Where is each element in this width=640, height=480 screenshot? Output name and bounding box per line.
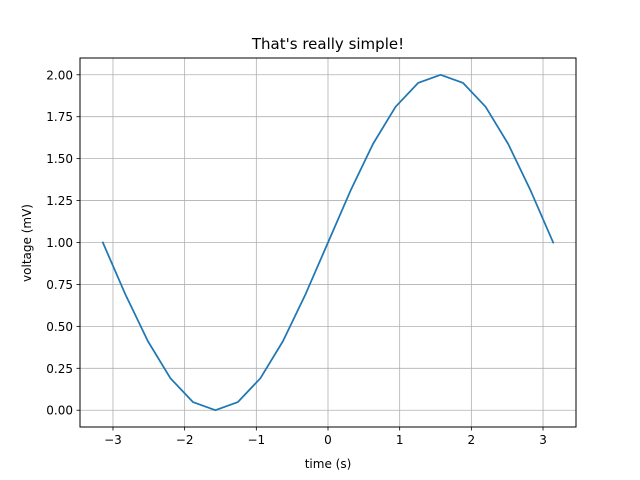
- x-tick-label: −1: [247, 433, 265, 447]
- y-tick-label: 1.00: [46, 236, 73, 250]
- chart-title: That's really simple!: [251, 35, 404, 53]
- y-tick-label: 2.00: [46, 68, 73, 82]
- x-tick-label: 0: [324, 433, 332, 447]
- y-tick-label: 1.50: [46, 152, 73, 166]
- grid: [80, 58, 576, 427]
- x-tick-label: −3: [104, 433, 122, 447]
- y-tick-label: 1.75: [46, 110, 73, 124]
- y-tick-label: 1.25: [46, 194, 73, 208]
- y-tick-label: 0.50: [46, 320, 73, 334]
- y-tick-label: 0.00: [46, 404, 73, 418]
- x-tick-label: 3: [539, 433, 547, 447]
- ticks: −3 −2 −1 0 1 2 3 0.00 0.25 0.50 0.75 1.00 1.25 1.50 1.…: [46, 68, 547, 447]
- x-tick-label: 2: [468, 433, 476, 447]
- y-tick-label: 0.75: [46, 278, 73, 292]
- y-axis-label: voltage (mV): [20, 204, 34, 282]
- x-tick-label: 1: [396, 433, 404, 447]
- series-layer: [101, 73, 555, 412]
- series-line: [101, 73, 555, 412]
- y-tick-label: 0.25: [46, 362, 73, 376]
- x-axis-label: time (s): [305, 457, 352, 471]
- x-tick-label: −2: [176, 433, 194, 447]
